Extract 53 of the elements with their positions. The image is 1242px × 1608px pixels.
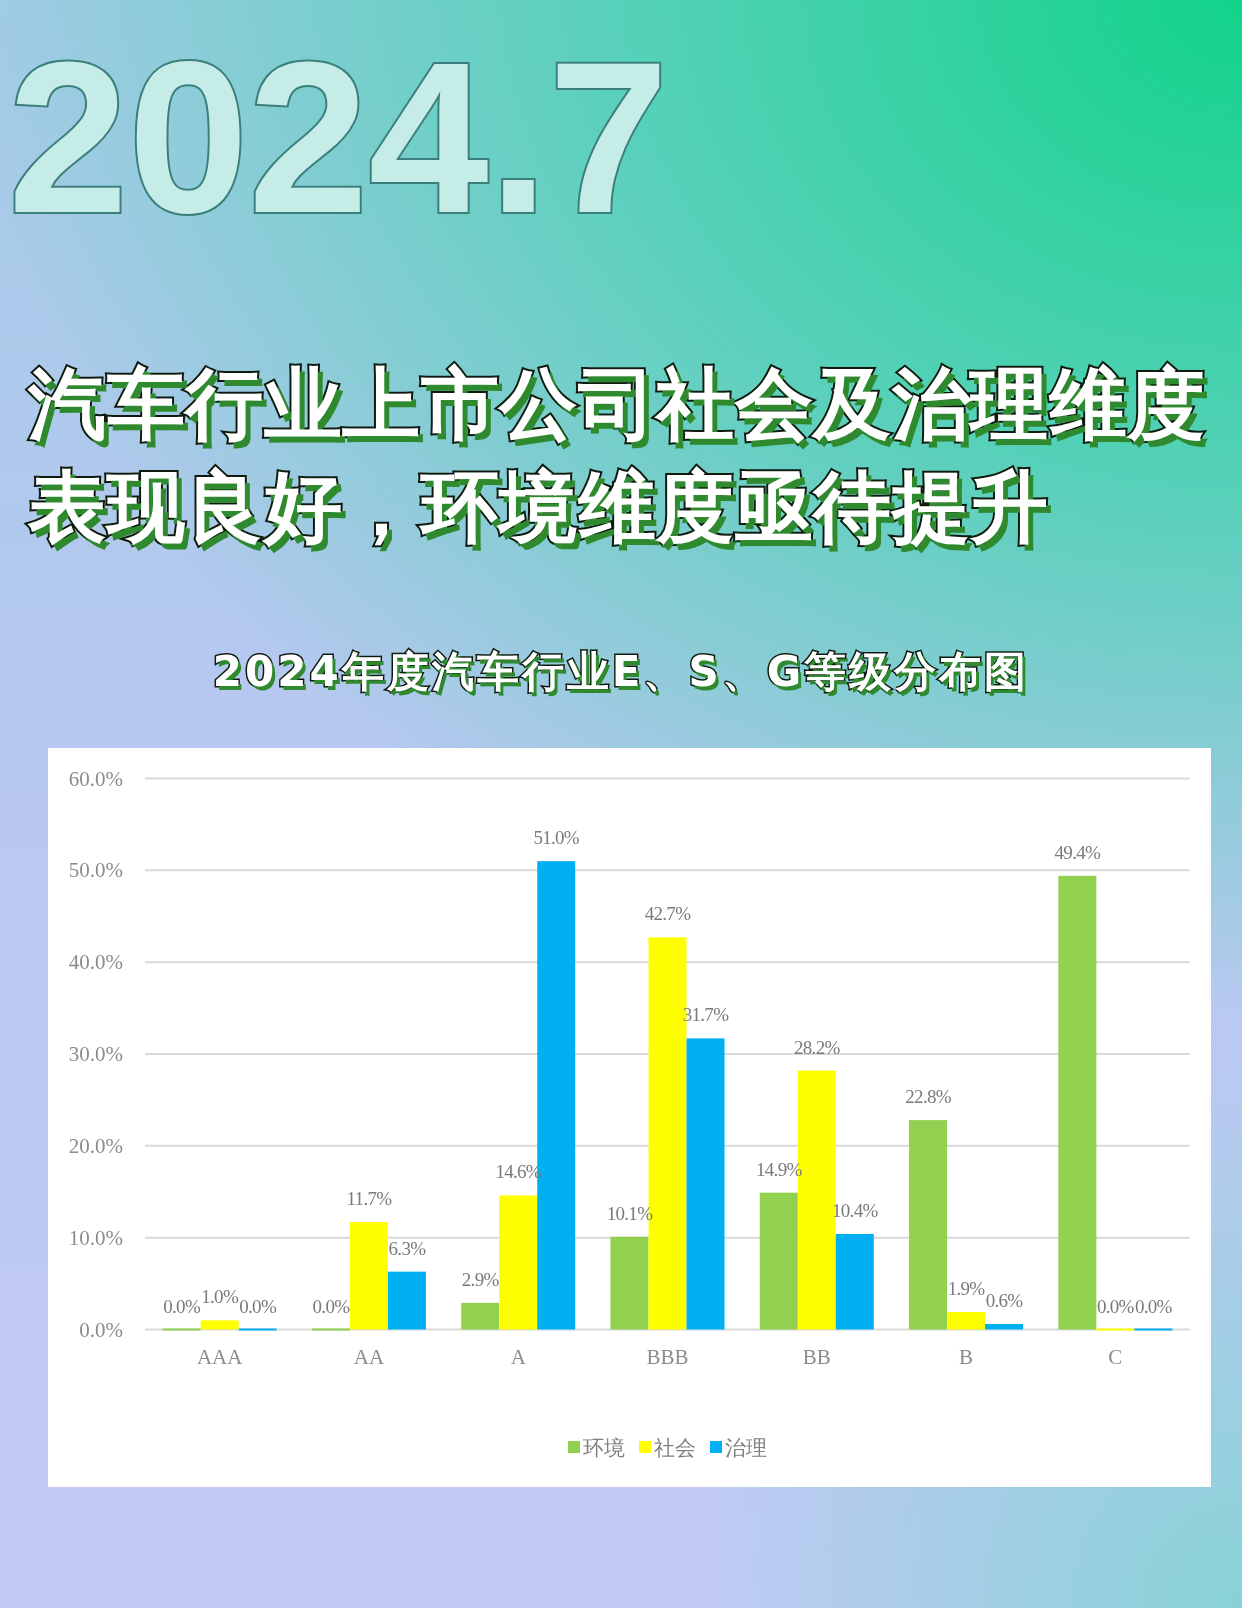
bar	[461, 1302, 500, 1330]
data-label: 1.9%	[947, 1278, 986, 1300]
bar	[200, 1320, 239, 1330]
data-label: 22.8%	[905, 1086, 952, 1108]
data-label: 0.0%	[1134, 1295, 1173, 1317]
bar	[349, 1222, 388, 1330]
x-tick-label: BBB	[646, 1345, 689, 1369]
x-tick-label: AA	[353, 1345, 385, 1369]
bar	[162, 1328, 201, 1331]
bar	[1058, 875, 1097, 1330]
data-label: 0.0%	[1096, 1295, 1135, 1317]
legend-label: 治理	[725, 1436, 767, 1460]
bar	[686, 1038, 725, 1330]
data-label: 42.7%	[644, 903, 692, 925]
bar	[985, 1323, 1024, 1330]
y-tick-label: 40.0%	[68, 950, 123, 975]
bar	[759, 1192, 798, 1330]
legend-label: 社会	[654, 1436, 696, 1460]
chart-subtitle: 2024年度汽车行业E、S、G等级分布图	[211, 646, 1031, 698]
bar	[1096, 1328, 1135, 1331]
data-label: 0.0%	[239, 1295, 277, 1317]
data-label: 51.0%	[533, 827, 580, 849]
bar	[387, 1271, 426, 1330]
y-tick-label: 10.0%	[68, 1225, 123, 1250]
data-label: 28.2%	[794, 1036, 841, 1058]
x-tick-label: C	[1108, 1345, 1123, 1369]
y-tick-label: 60.0%	[68, 766, 123, 791]
bar	[947, 1312, 986, 1330]
y-tick-label: 20.0%	[68, 1133, 123, 1158]
data-label: 0.6%	[985, 1289, 1024, 1311]
data-label: 0.0%	[163, 1295, 201, 1317]
bar	[610, 1236, 649, 1330]
bar	[909, 1120, 948, 1330]
x-tick-label: A	[510, 1345, 527, 1369]
bar	[835, 1233, 874, 1330]
data-label: 11.7%	[346, 1188, 393, 1210]
bar	[238, 1328, 277, 1331]
x-tick-label: AAA	[196, 1345, 244, 1369]
data-label: 2.9%	[461, 1268, 500, 1290]
data-label: 6.3%	[388, 1237, 427, 1259]
bar	[499, 1195, 538, 1330]
data-label: 0.0%	[312, 1295, 351, 1317]
data-label: 1.0%	[201, 1286, 239, 1308]
x-tick-label: BB	[802, 1345, 831, 1369]
y-tick-label: 0.0%	[79, 1317, 123, 1342]
x-tick-label: B	[959, 1345, 974, 1369]
y-tick-label: 30.0%	[68, 1042, 123, 1066]
bar	[311, 1328, 350, 1331]
data-label: 49.4%	[1054, 841, 1102, 863]
bar	[1134, 1328, 1173, 1331]
legend-label: 环境	[583, 1436, 625, 1460]
chart-title: 汽车行业上市公司社会及治理维度表现良好，环境维度亟待提升	[28, 358, 1207, 554]
y-tick-label: 50.0%	[68, 858, 123, 883]
